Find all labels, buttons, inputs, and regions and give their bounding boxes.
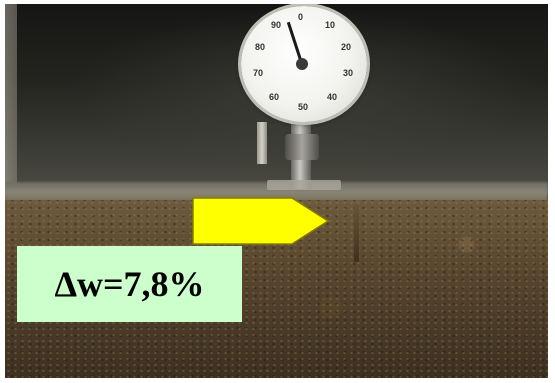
gauge-tick: 40 bbox=[327, 92, 338, 102]
dial-gauge-icon: 0 10 20 30 40 50 60 70 80 90 bbox=[241, 6, 367, 122]
support-post bbox=[257, 122, 267, 164]
gauge-tick: 20 bbox=[341, 42, 352, 52]
pointer-arrow-shape bbox=[192, 197, 330, 245]
annotation-box: Δw=7,8% bbox=[17, 246, 242, 322]
gauge-base-plate bbox=[267, 180, 341, 190]
gauge-tick: 0 bbox=[298, 12, 304, 22]
moisture-change-label: Δw=7,8% bbox=[54, 264, 205, 304]
gauge-tick: 70 bbox=[253, 68, 264, 78]
gauge-tick: 10 bbox=[325, 20, 336, 30]
measurement-rod bbox=[354, 204, 359, 262]
horizon-band bbox=[5, 182, 548, 204]
gauge-tick: 50 bbox=[298, 102, 309, 112]
gauge-tick: 60 bbox=[269, 92, 280, 102]
gauge-clamp bbox=[285, 134, 319, 160]
gauge-hub bbox=[296, 58, 308, 70]
gauge-tick: 30 bbox=[343, 68, 354, 78]
gauge-tick: 80 bbox=[255, 42, 266, 52]
gauge-tick: 90 bbox=[271, 20, 282, 30]
pointer-arrow-icon bbox=[192, 197, 330, 245]
